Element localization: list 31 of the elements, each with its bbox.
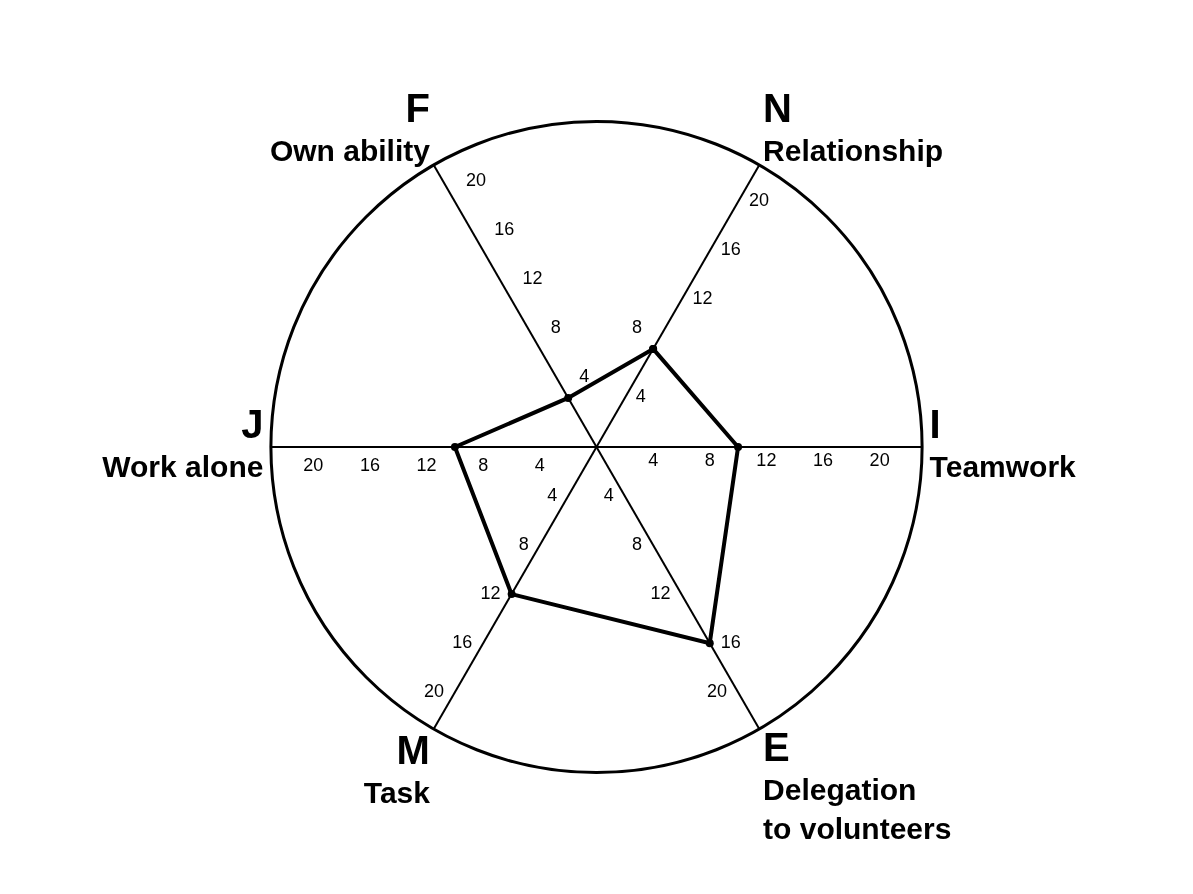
- text: 4: [603, 484, 614, 505]
- text: 20: [465, 170, 486, 191]
- text: 8: [518, 533, 529, 554]
- text: 4: [579, 366, 590, 387]
- spoke-label: J Work alone: [102, 402, 264, 483]
- text: 20: [749, 190, 770, 211]
- text: 12: [416, 455, 437, 476]
- text: 16: [720, 239, 741, 260]
- text: 16: [359, 455, 381, 476]
- spoke-label: N Relationship: [763, 86, 944, 168]
- text: 4: [635, 386, 646, 407]
- text: 8: [478, 455, 489, 476]
- text: 8: [550, 317, 561, 338]
- text: 12: [650, 582, 671, 603]
- spoke-label: M Task: [363, 728, 431, 810]
- text: 4: [547, 484, 558, 505]
- text: 16: [720, 631, 741, 652]
- text: 12: [480, 582, 501, 603]
- text: 4: [534, 455, 545, 476]
- text: 8: [632, 317, 643, 338]
- spoke-label: E Delegation to volunteers: [763, 725, 952, 846]
- text: 16: [452, 631, 473, 652]
- text: 12: [692, 288, 713, 309]
- text: 20: [423, 680, 444, 701]
- text: 12: [522, 268, 543, 289]
- spoke-label: I Teamwork: [929, 402, 1077, 483]
- text: 20: [303, 455, 324, 476]
- text: 16: [494, 219, 515, 240]
- spoke-label: F Own ability: [269, 86, 431, 168]
- text: 8: [632, 533, 643, 554]
- text: 20: [707, 680, 728, 701]
